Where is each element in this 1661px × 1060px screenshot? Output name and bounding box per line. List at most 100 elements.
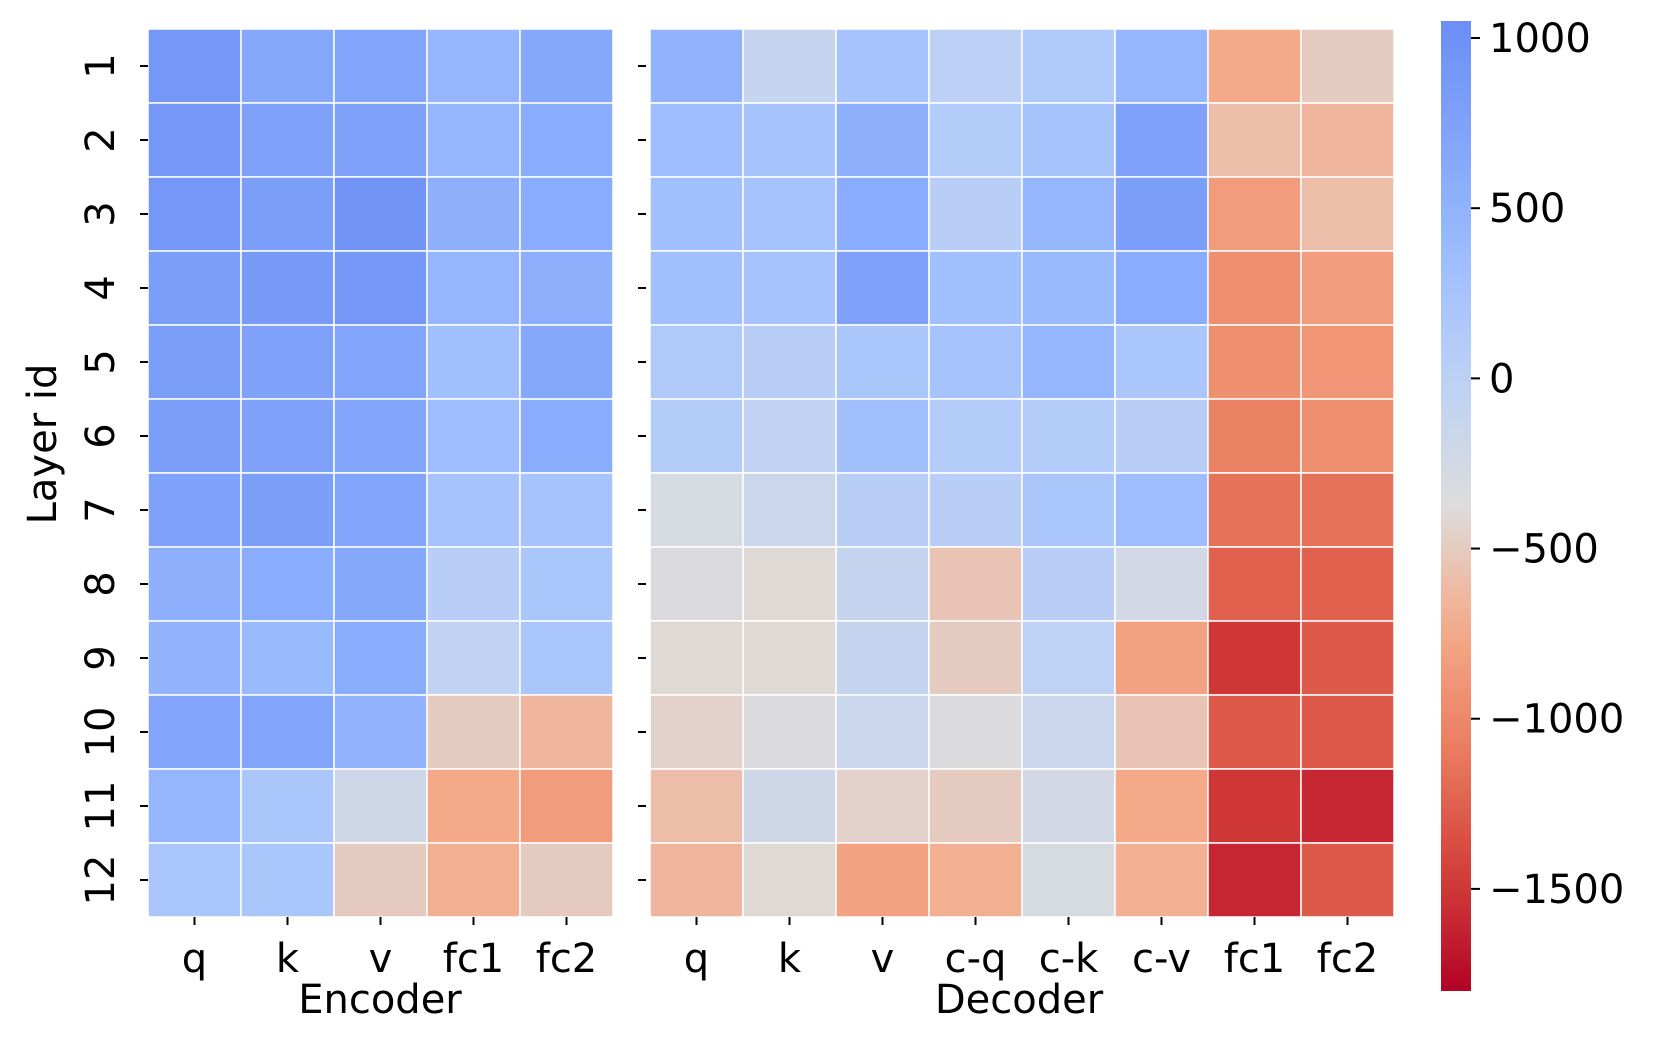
heatmap-cell — [1207, 546, 1302, 622]
decoder-heatmap — [649, 28, 1395, 918]
heatmap-cell — [519, 768, 614, 844]
heatmap-cell — [649, 546, 744, 622]
heatmap-cell — [742, 398, 837, 474]
heatmap-cell — [519, 398, 614, 474]
colorbar-ticks: 1000 500 0 −500 −1000 −1500 — [1471, 16, 1624, 913]
y-tick-label: 8 — [78, 571, 124, 596]
y-tick-label: 7 — [78, 497, 124, 522]
heatmap-cell — [649, 398, 744, 474]
heatmap-cell — [147, 842, 242, 918]
heatmap-cell — [742, 102, 837, 178]
heatmap-cell — [426, 768, 521, 844]
heatmap-cell — [1207, 398, 1302, 474]
heatmap-cell — [928, 546, 1023, 622]
y-tick-label: 3 — [78, 201, 124, 226]
heatmap-cell — [835, 28, 930, 104]
heatmap-cell — [835, 842, 930, 918]
heatmap-cell — [333, 176, 428, 252]
x-tick-label: fc2 — [536, 936, 598, 982]
heatmap-cell — [835, 398, 930, 474]
heatmap-cell — [1300, 768, 1395, 844]
heatmap-cell — [742, 694, 837, 770]
heatmap-cell — [147, 768, 242, 844]
heatmap-cell — [426, 250, 521, 326]
y-tick-label: 9 — [78, 645, 124, 670]
heatmap-cell — [928, 28, 1023, 104]
encoder-x-axis-label: Encoder — [298, 977, 462, 1023]
heatmap-cell — [1021, 324, 1116, 400]
heatmap-cell — [426, 398, 521, 474]
y-tick-label: 2 — [78, 127, 124, 152]
heatmap-cell — [928, 842, 1023, 918]
y-tick-label: 5 — [78, 349, 124, 374]
y-tick-label: 10 — [78, 707, 124, 758]
heatmap-cell — [333, 620, 428, 696]
heatmap-cell — [333, 250, 428, 326]
heatmap-cell — [1114, 768, 1209, 844]
heatmap-cell — [928, 102, 1023, 178]
heatmap-cell — [333, 694, 428, 770]
heatmap-cell — [1021, 768, 1116, 844]
heatmap-cell — [519, 842, 614, 918]
heatmap-cell — [835, 546, 930, 622]
heatmap-cell — [426, 324, 521, 400]
heatmap-cell — [1300, 472, 1395, 548]
heatmap-cell — [519, 620, 614, 696]
heatmap-cell — [1114, 620, 1209, 696]
heatmap-cell — [1300, 250, 1395, 326]
heatmap-cell — [1207, 250, 1302, 326]
heatmap-cell — [240, 102, 335, 178]
heatmap-cell — [1021, 694, 1116, 770]
heatmap-cell — [742, 620, 837, 696]
heatmap-cell — [519, 324, 614, 400]
heatmap-cell — [742, 472, 837, 548]
heatmap-cell — [1021, 546, 1116, 622]
heatmap-cell — [649, 28, 744, 104]
x-tick-label: v — [369, 936, 393, 982]
x-tick-label: q — [182, 936, 207, 982]
x-tick-label: k — [778, 936, 802, 982]
heatmap-cell — [519, 546, 614, 622]
heatmap-cell — [1021, 472, 1116, 548]
heatmap-cell — [1207, 176, 1302, 252]
heatmap-cell — [240, 398, 335, 474]
heatmap-cell — [1021, 28, 1116, 104]
decoder-x-ticks: q k v c-q c-k c-v fc1 fc2 — [684, 917, 1378, 982]
heatmap-cell — [1114, 694, 1209, 770]
heatmap-cell — [147, 620, 242, 696]
heatmap-cell — [426, 472, 521, 548]
heatmap-cell — [649, 324, 744, 400]
heatmap-cell — [240, 768, 335, 844]
heatmap-cell — [1300, 324, 1395, 400]
x-tick-label: fc1 — [443, 936, 505, 982]
heatmap-cell — [742, 546, 837, 622]
y-axis-label: Layer id — [20, 364, 66, 525]
heatmap-cell — [333, 324, 428, 400]
y-tick-label: 1 — [78, 53, 124, 78]
heatmap-cell — [835, 694, 930, 770]
x-tick-label: c-v — [1132, 936, 1191, 982]
heatmap-cell — [1300, 102, 1395, 178]
heatmap-cell — [742, 768, 837, 844]
heatmap-cell — [928, 250, 1023, 326]
heatmap-cell — [519, 28, 614, 104]
heatmap-cell — [147, 472, 242, 548]
heatmap-cell — [928, 324, 1023, 400]
x-tick-label: k — [276, 936, 300, 982]
heatmap-cell — [147, 324, 242, 400]
heatmap-cell — [519, 250, 614, 326]
heatmap-cell — [333, 472, 428, 548]
heatmap-cell — [928, 398, 1023, 474]
x-tick-label: v — [871, 936, 895, 982]
heatmap-cell — [1207, 694, 1302, 770]
heatmap-cell — [649, 620, 744, 696]
heatmap-cell — [240, 324, 335, 400]
heatmap-cell — [649, 250, 744, 326]
colorbar-tick-label: 0 — [1489, 356, 1514, 402]
heatmap-cell — [1300, 546, 1395, 622]
heatmap-cell — [1300, 176, 1395, 252]
heatmap-cell — [333, 28, 428, 104]
x-tick-label: c-q — [945, 936, 1007, 982]
heatmap-cell — [1114, 28, 1209, 104]
heatmap-cell — [649, 694, 744, 770]
